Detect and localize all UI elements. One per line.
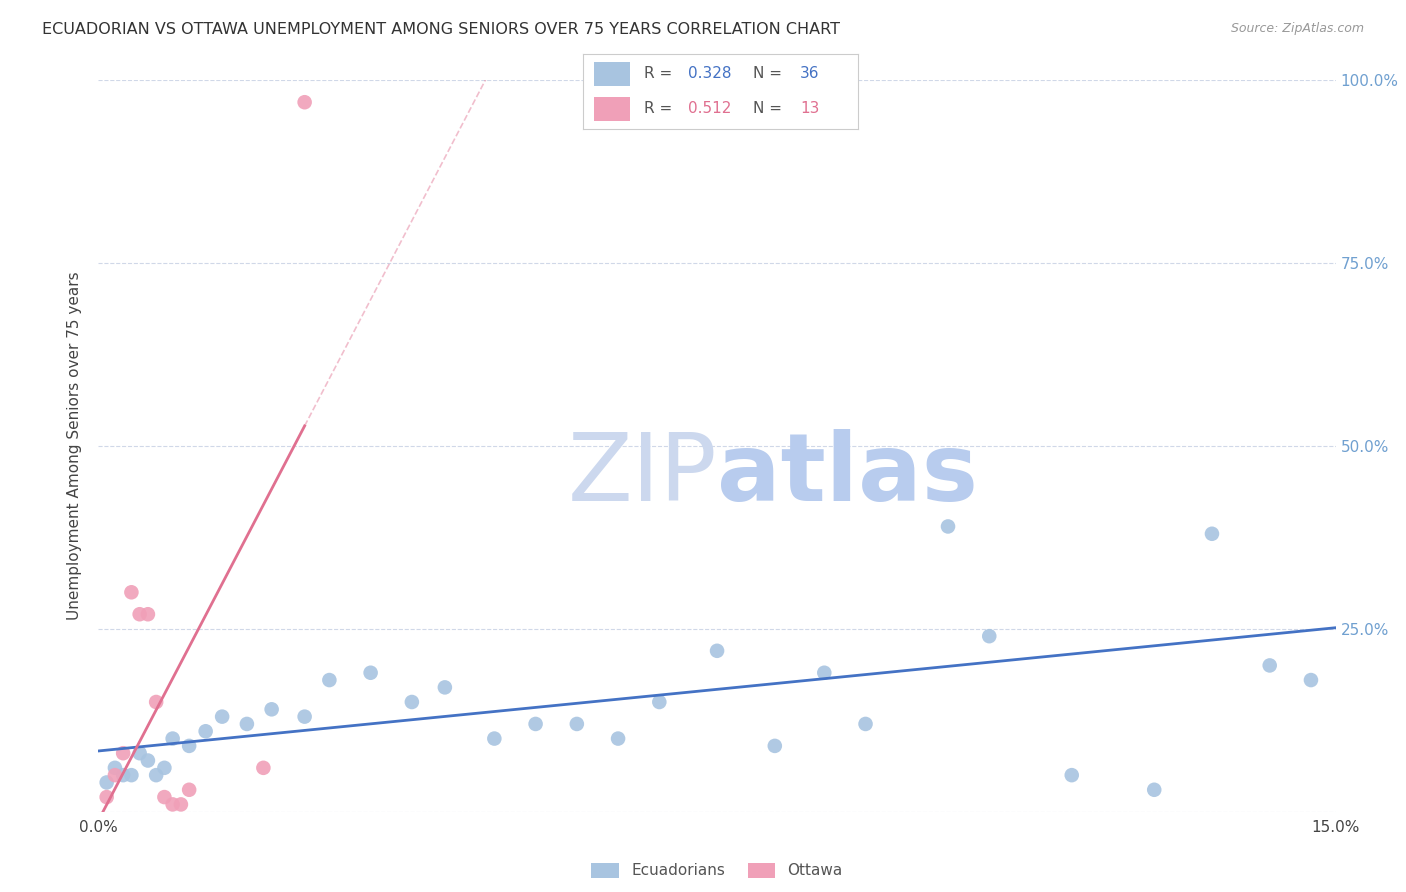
Point	[360, 665, 382, 680]
Point	[128, 746, 150, 760]
Point	[607, 731, 630, 746]
Point	[179, 739, 201, 753]
Text: ECUADORIAN VS OTTAWA UNEMPLOYMENT AMONG SENIORS OVER 75 YEARS CORRELATION CHART: ECUADORIAN VS OTTAWA UNEMPLOYMENT AMONG …	[42, 22, 841, 37]
Point	[896, 461, 918, 475]
Text: 0.512: 0.512	[688, 102, 731, 116]
Point	[153, 761, 176, 775]
Text: Source: ZipAtlas.com: Source: ZipAtlas.com	[1230, 22, 1364, 36]
Text: N =: N =	[754, 67, 787, 81]
Point	[104, 768, 127, 782]
Text: 13: 13	[800, 102, 820, 116]
Point	[979, 629, 1001, 643]
Point	[855, 717, 877, 731]
Point	[1299, 673, 1322, 687]
Point	[433, 681, 456, 695]
Point	[112, 768, 135, 782]
Point	[170, 797, 193, 812]
Point	[294, 709, 316, 723]
Point	[484, 731, 506, 746]
Point	[179, 782, 201, 797]
Point	[128, 607, 150, 622]
Point	[162, 797, 184, 812]
Text: atlas: atlas	[717, 429, 979, 521]
Text: R =: R =	[644, 102, 676, 116]
Bar	[595, 96, 630, 121]
Point	[252, 761, 274, 775]
Point	[401, 695, 423, 709]
Text: R =: R =	[644, 67, 676, 81]
Point	[136, 607, 159, 622]
Text: 0.328: 0.328	[688, 67, 731, 81]
Point	[294, 95, 316, 110]
Point	[136, 754, 159, 768]
Point	[236, 717, 259, 731]
Point	[1258, 658, 1281, 673]
Point	[145, 768, 167, 782]
Y-axis label: Unemployment Among Seniors over 75 years: Unemployment Among Seniors over 75 years	[67, 272, 83, 620]
Point	[813, 665, 835, 680]
Point	[706, 644, 728, 658]
Point	[162, 731, 184, 746]
Point	[565, 717, 588, 731]
Point	[96, 790, 118, 805]
Text: 36: 36	[800, 67, 820, 81]
Text: N =: N =	[754, 102, 787, 116]
Point	[194, 724, 217, 739]
Point	[648, 695, 671, 709]
Point	[1060, 768, 1083, 782]
Point	[763, 739, 786, 753]
Point	[145, 695, 167, 709]
Point	[260, 702, 283, 716]
Point	[153, 790, 176, 805]
Point	[120, 768, 142, 782]
Legend: Ecuadorians, Ottawa: Ecuadorians, Ottawa	[585, 857, 849, 885]
Point	[96, 775, 118, 789]
Text: ZIP: ZIP	[568, 429, 717, 521]
Point	[112, 746, 135, 760]
Point	[524, 717, 547, 731]
Point	[120, 585, 142, 599]
Point	[1143, 782, 1166, 797]
Bar	[595, 62, 630, 87]
Point	[936, 519, 959, 533]
Point	[104, 761, 127, 775]
Point	[211, 709, 233, 723]
Point	[318, 673, 340, 687]
Point	[1201, 526, 1223, 541]
